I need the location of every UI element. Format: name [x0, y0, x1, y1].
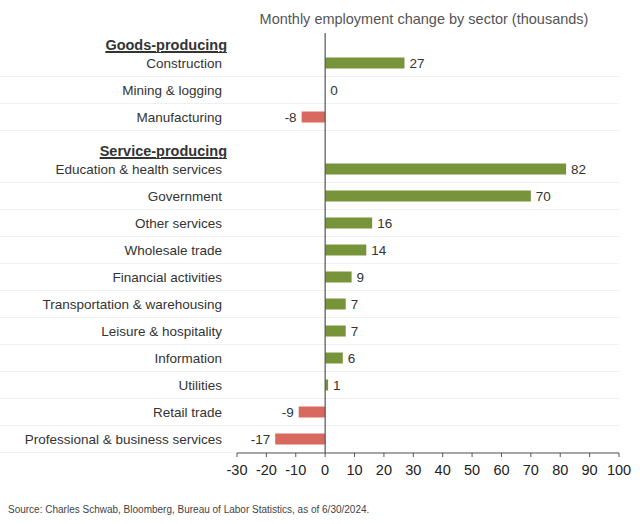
x-tick: [442, 453, 443, 457]
bar: [325, 326, 346, 337]
chart: Monthly employment change by sector (tho…: [0, 0, 640, 524]
category-label: Leisure & hospitality: [101, 324, 222, 339]
chart-title: Monthly employment change by sector (tho…: [260, 11, 589, 27]
group-label: Goods-producing: [105, 37, 227, 53]
x-tick: [619, 453, 620, 457]
row-separator: [0, 425, 619, 426]
category-label: Information: [154, 351, 222, 366]
x-tick: [589, 453, 590, 457]
category-label: Manufacturing: [136, 110, 222, 125]
x-tick-label: -10: [285, 462, 306, 478]
group-underline: [100, 158, 227, 159]
row-separator: [0, 263, 619, 264]
row-separator: [0, 452, 619, 453]
bar: [325, 218, 372, 229]
x-tick-label: 50: [464, 462, 480, 478]
data-label: 27: [409, 56, 424, 71]
x-tick-label: 60: [493, 462, 509, 478]
x-tick-label: 20: [376, 462, 392, 478]
x-tick: [530, 453, 531, 457]
data-label: 70: [536, 189, 551, 204]
bar: [325, 58, 404, 69]
row-separator: [0, 76, 619, 77]
x-tick-label: -20: [256, 462, 277, 478]
bar: [275, 434, 325, 445]
x-tick-label: -30: [227, 462, 248, 478]
category-label: Education & health services: [55, 162, 222, 177]
x-tick: [237, 453, 238, 457]
x-tick: [501, 453, 502, 457]
data-label: -8: [285, 110, 297, 125]
row-separator: [0, 317, 619, 318]
x-tick-label: 80: [552, 462, 568, 478]
data-label: 7: [351, 297, 359, 312]
x-tick: [383, 453, 384, 457]
bar: [325, 353, 343, 364]
x-tick-label: 30: [405, 462, 421, 478]
row-separator: [0, 130, 619, 131]
category-label: Mining & logging: [122, 83, 222, 98]
row-separator: [0, 236, 619, 237]
x-tick-label: 90: [582, 462, 598, 478]
x-tick-label: 70: [523, 462, 539, 478]
data-label: 0: [330, 83, 338, 98]
group-underline: [105, 52, 227, 53]
data-label: 6: [348, 351, 356, 366]
bar: [302, 112, 326, 123]
category-label: Financial activities: [112, 270, 222, 285]
data-label: 14: [371, 243, 387, 258]
source-note: Source: Charles Schwab, Bloomberg, Burea…: [8, 504, 369, 515]
category-label: Retail trade: [153, 405, 222, 420]
row-separator: [0, 371, 619, 372]
row-separator: [0, 209, 619, 210]
x-tick: [325, 453, 326, 457]
category-label: Professional & business services: [25, 432, 223, 447]
bars: [275, 58, 566, 445]
x-axis-line: [237, 453, 619, 454]
category-label: Other services: [135, 216, 222, 231]
x-tick-label: 0: [321, 462, 329, 478]
row-separator: [0, 398, 619, 399]
bar: [325, 164, 566, 175]
bar: [299, 407, 325, 418]
data-label: 16: [377, 216, 392, 231]
x-tick-label: 40: [435, 462, 451, 478]
x-tick: [413, 453, 414, 457]
x-tick: [560, 453, 561, 457]
category-label: Transportation & warehousing: [42, 297, 222, 312]
row-separator: [0, 344, 619, 345]
data-label: 9: [357, 270, 365, 285]
row-separator: [0, 103, 619, 104]
x-tick: [266, 453, 267, 457]
category-label: Government: [148, 189, 223, 204]
category-label: Wholesale trade: [124, 243, 222, 258]
x-tick-label: 100: [607, 462, 631, 478]
data-label: -17: [251, 432, 271, 447]
row-separator: [0, 290, 619, 291]
category-label: Construction: [146, 56, 222, 71]
data-label: 7: [351, 324, 359, 339]
category-label: Utilities: [178, 378, 222, 393]
data-label: 1: [333, 378, 341, 393]
bar: [325, 245, 366, 256]
bar: [325, 299, 346, 310]
x-tick: [354, 453, 355, 457]
x-tick-label: 10: [346, 462, 362, 478]
group-label: Service-producing: [100, 143, 227, 159]
zero-line: [325, 33, 326, 453]
data-label: 82: [571, 162, 586, 177]
bar: [325, 272, 351, 283]
data-label: -9: [282, 405, 294, 420]
x-tick: [472, 453, 473, 457]
bar: [325, 191, 531, 202]
row-separator: [0, 182, 619, 183]
x-tick: [295, 453, 296, 457]
